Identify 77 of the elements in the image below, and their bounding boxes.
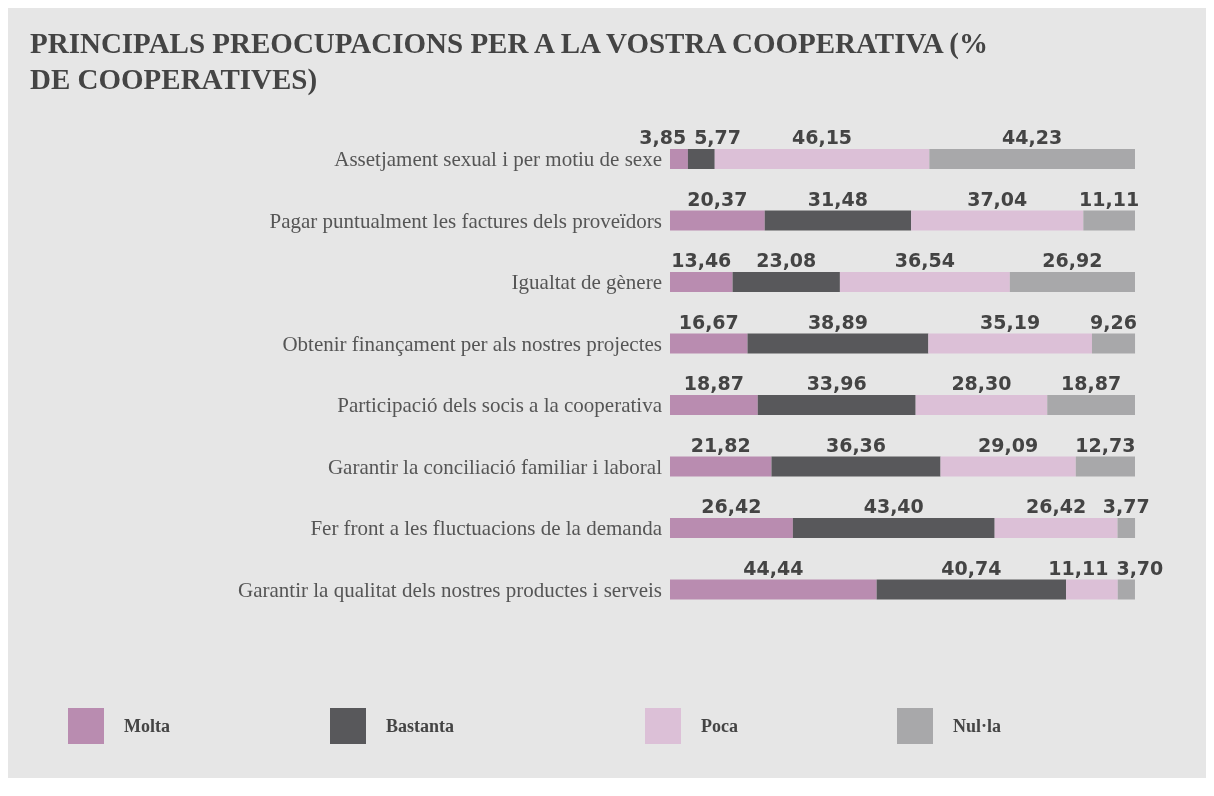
data-label: 11,11: [1079, 187, 1140, 210]
bar: [839, 272, 1010, 292]
bar: [757, 395, 916, 415]
bar: [670, 395, 758, 415]
data-label: 5,77: [694, 126, 742, 148]
bar: [670, 272, 733, 292]
bar: [732, 272, 840, 292]
data-label: 13,46: [671, 249, 732, 271]
chart-title: PRINCIPALS PREOCUPACIONS PER A LA VOSTRA COOPERATIVA (% DE COOPERATIVES): [30, 27, 988, 96]
bar: [1009, 272, 1135, 292]
legend-label: Poca: [701, 716, 738, 736]
data-label: 9,26: [1090, 310, 1137, 333]
y-tick-label: Garantir la conciliació familiar i laboral: [327, 454, 663, 479]
y-tick-label: Garantir la qualitat dels nostres productes i serveis: [238, 577, 662, 602]
bar: [1117, 579, 1135, 600]
data-label: 3,77: [1102, 495, 1150, 517]
y-tick-label: Igualtat de gènere: [511, 270, 662, 294]
data-label: 43,40: [863, 495, 924, 517]
bar: [940, 456, 1076, 477]
data-label: 16,67: [678, 310, 739, 333]
data-label: 44,23: [1002, 126, 1063, 148]
data-label: 12,73: [1075, 433, 1136, 456]
bar: [994, 518, 1118, 538]
y-tick-label: Obtenir finançament per als nostres projectes: [282, 331, 662, 356]
data-label: 21,82: [690, 433, 751, 456]
bar: [1047, 395, 1135, 415]
bar: [915, 395, 1048, 415]
bar: [1117, 518, 1136, 538]
data-label: 18,87: [683, 372, 744, 394]
data-label: 23,08: [756, 249, 817, 271]
bar: [1066, 579, 1118, 600]
y-tick-label: Pagar puntualment les factures dels proveïdors: [269, 208, 662, 233]
bar: [771, 456, 941, 477]
bar: [670, 333, 748, 354]
data-label: 29,09: [978, 433, 1039, 456]
data-label: 11,11: [1048, 556, 1109, 579]
legend-label: Bastanta: [386, 716, 455, 736]
data-label: 26,42: [1026, 495, 1087, 517]
data-label: 26,92: [1042, 249, 1103, 271]
bar: [1091, 333, 1136, 354]
data-label: 44,44: [743, 556, 804, 579]
bar: [876, 579, 1067, 600]
data-label: 37,04: [967, 187, 1028, 210]
bar: [764, 210, 912, 231]
data-label: 20,37: [687, 187, 748, 210]
bar: [670, 579, 877, 600]
data-label: 31,48: [807, 187, 868, 210]
bar: [929, 149, 1135, 169]
bar: [670, 518, 793, 538]
y-tick-label: Fer front a les fluctuacions de la demanda: [310, 516, 663, 540]
bar: [911, 210, 1084, 231]
bar: [687, 149, 715, 169]
bar: [670, 456, 772, 477]
bar: [670, 210, 765, 231]
data-label: 46,15: [791, 126, 853, 148]
data-label: 26,42: [701, 495, 762, 517]
bar: [1083, 210, 1135, 231]
bar: [747, 333, 929, 354]
data-label: 35,19: [980, 310, 1041, 333]
y-tick-label: Participació dels socis a la cooperativa: [337, 393, 663, 417]
data-label: 18,87: [1061, 372, 1122, 394]
bar: [1075, 456, 1135, 477]
data-label: 40,74: [941, 556, 1002, 579]
data-label: 38,89: [807, 310, 868, 333]
legend-label: Nul·la: [953, 716, 1002, 736]
bar: [928, 333, 1092, 354]
y-tick-label: Assetjament sexual i per motiu de sexe: [334, 147, 662, 171]
data-label: 28,30: [951, 372, 1012, 394]
data-label: 36,36: [825, 433, 887, 456]
data-label: 33,96: [806, 372, 867, 394]
data-label: 3,85: [639, 126, 687, 148]
data-label: 3,70: [1116, 556, 1164, 579]
bar: [792, 518, 995, 538]
data-label: 36,54: [894, 249, 955, 271]
bar: [670, 149, 688, 169]
bar: [714, 149, 930, 169]
legend-label: Molta: [124, 716, 170, 736]
